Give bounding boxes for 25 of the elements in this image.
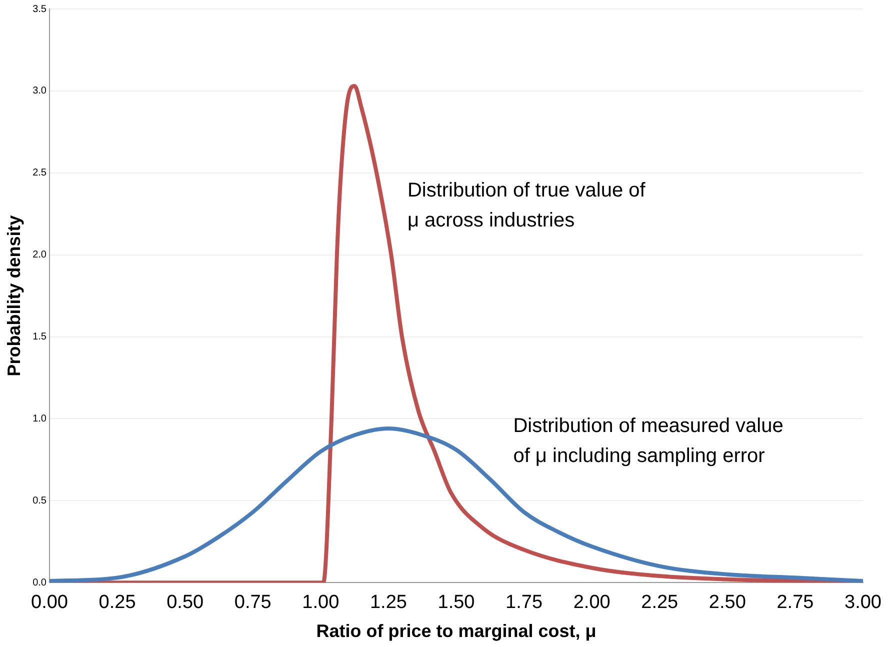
x-axis-title: Ratio of price to marginal cost, μ xyxy=(316,621,596,642)
x-tick-label: 0.00 xyxy=(31,592,68,614)
annotation: Distribution of true value of μ across industries xyxy=(407,180,646,232)
x-tick-label: 2.25 xyxy=(641,592,678,614)
x-tick-label: 3.00 xyxy=(844,592,882,614)
x-tick-label: 0.75 xyxy=(234,592,272,614)
annotation: Distribution of measured value of μ including sampling error xyxy=(513,414,784,467)
y-tick-label: 2.0 xyxy=(32,250,47,261)
x-tick-label: 2.75 xyxy=(776,592,814,614)
y-tick-label: 3.5 xyxy=(32,4,47,15)
x-tick-label: 0.25 xyxy=(98,592,136,614)
y-tick-label: 3.0 xyxy=(32,86,47,97)
y-axis-title: Probability density xyxy=(4,215,24,376)
x-tick-label: 2.50 xyxy=(708,592,746,614)
y-tick-label: 1.5 xyxy=(32,332,47,343)
x-tick-label: 1.50 xyxy=(438,592,475,614)
y-tick-label: 0.5 xyxy=(32,495,47,506)
y-tick-label: 0.0 xyxy=(32,577,47,588)
x-tick-label: 1.00 xyxy=(302,592,340,614)
y-tick-label: 1.0 xyxy=(32,413,47,424)
x-tick-label: 0.50 xyxy=(166,592,204,614)
x-tick-label: 1.75 xyxy=(506,592,543,614)
y-tick-label: 2.5 xyxy=(32,168,47,179)
x-tick-label: 2.00 xyxy=(573,592,610,614)
x-tick-label: 1.25 xyxy=(370,592,407,614)
